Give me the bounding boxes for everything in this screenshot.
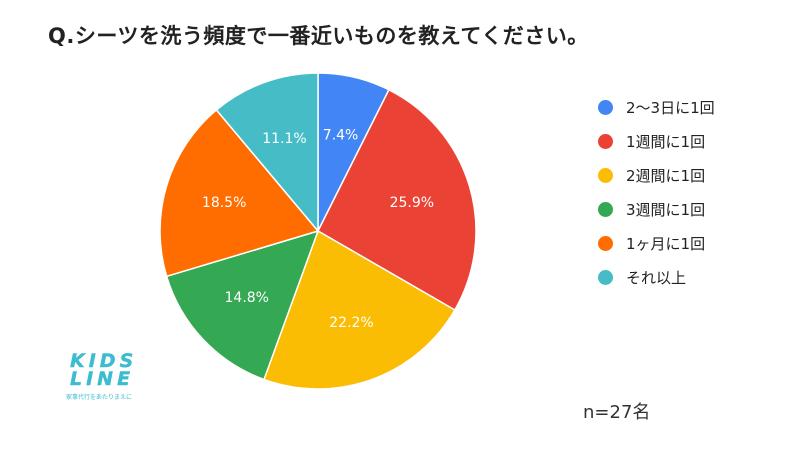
slice-label-1: 25.9% <box>390 195 434 211</box>
logo-wordmark: KIDS LINE <box>70 350 138 390</box>
chart-title: Q.シーツを洗う頻度で一番近いものを教えてください。 <box>48 24 589 48</box>
legend-swatch <box>598 235 613 251</box>
pie-slice-5 <box>215 72 319 234</box>
legend-label: 1ヶ月に1回 <box>626 234 706 253</box>
legend-label: 2週間に1回 <box>626 166 706 185</box>
legend-label: 2〜3日に1回 <box>626 98 715 117</box>
legend-label: 1週間に1回 <box>626 132 706 151</box>
kids-line-logo: KIDS LINE 家事代行をあたりまえに <box>58 350 158 422</box>
legend-label: それ以上 <box>626 268 687 287</box>
legend-item-1: 1週間に1回 <box>598 124 715 158</box>
legend-item-4: 1ヶ月に1回 <box>598 226 715 260</box>
slice-label-0: 7.4% <box>323 128 359 144</box>
legend-swatch <box>598 99 613 115</box>
pie-slice-3 <box>165 229 320 381</box>
pie-slice-2 <box>262 229 456 390</box>
slice-label-3: 14.8% <box>225 290 269 306</box>
slice-label-4: 18.5% <box>202 195 246 211</box>
legend-item-5: それ以上 <box>598 260 715 294</box>
legend-swatch <box>598 201 613 217</box>
slice-label-2: 22.2% <box>329 315 373 331</box>
legend-swatch <box>598 269 613 285</box>
legend-item-3: 3週間に1回 <box>598 192 715 226</box>
legend-swatch <box>598 167 613 183</box>
pie-slice-1 <box>317 88 477 312</box>
logo-tagline: 家事代行をあたりまえに <box>66 394 133 401</box>
legend: 2〜3日に1回 1週間に1回 2週間に1回 3週間に1回 1ヶ月に1回 それ以上 <box>598 90 715 294</box>
legend-label: 3週間に1回 <box>626 200 706 219</box>
pie-slice-4 <box>159 108 320 278</box>
legend-item-2: 2週間に1回 <box>598 158 715 192</box>
legend-item-0: 2〜3日に1回 <box>598 90 715 124</box>
legend-swatch <box>598 133 613 149</box>
sample-size: n=27名 <box>583 402 651 423</box>
slice-label-5: 11.1% <box>262 131 306 147</box>
